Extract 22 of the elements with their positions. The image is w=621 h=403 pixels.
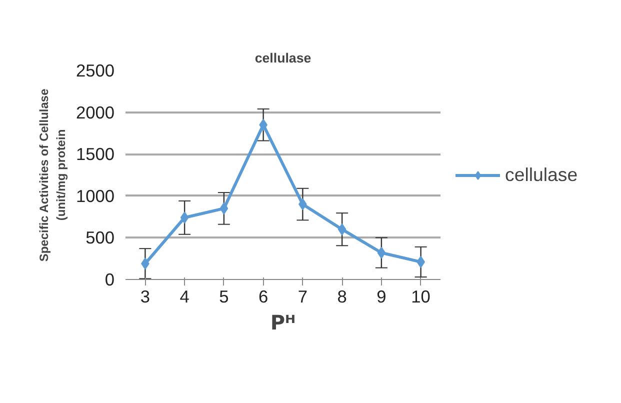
chart-title: cellulase <box>254 50 312 66</box>
x-tick-label: 6 <box>258 286 268 306</box>
x-tick-label: 3 <box>140 286 150 306</box>
legend-label: cellulase <box>505 164 578 186</box>
x-tick-label: 9 <box>376 286 386 306</box>
x-tick-label: 10 <box>411 286 430 306</box>
y-tick-label: 500 <box>86 228 115 248</box>
y-axis-title: Specific Activities of Cellulase (unit/mg protein <box>37 88 68 262</box>
point <box>180 212 189 224</box>
x-tick-label: 7 <box>298 286 308 306</box>
point <box>377 246 386 259</box>
y-tick-label: 0 <box>104 270 115 290</box>
x-axis-title: Pᴴ <box>270 310 296 334</box>
y-tick-label: 1000 <box>76 186 115 206</box>
y-tick-label: 2500 <box>76 60 115 80</box>
point <box>220 202 228 214</box>
point <box>338 223 346 236</box>
x-tick-label: 4 <box>180 286 190 306</box>
y-tick-label: 1500 <box>76 144 115 164</box>
x-tick-label: 8 <box>337 286 347 306</box>
x-tick-label: 5 <box>219 286 229 306</box>
y-tick-label: 2000 <box>76 102 115 122</box>
